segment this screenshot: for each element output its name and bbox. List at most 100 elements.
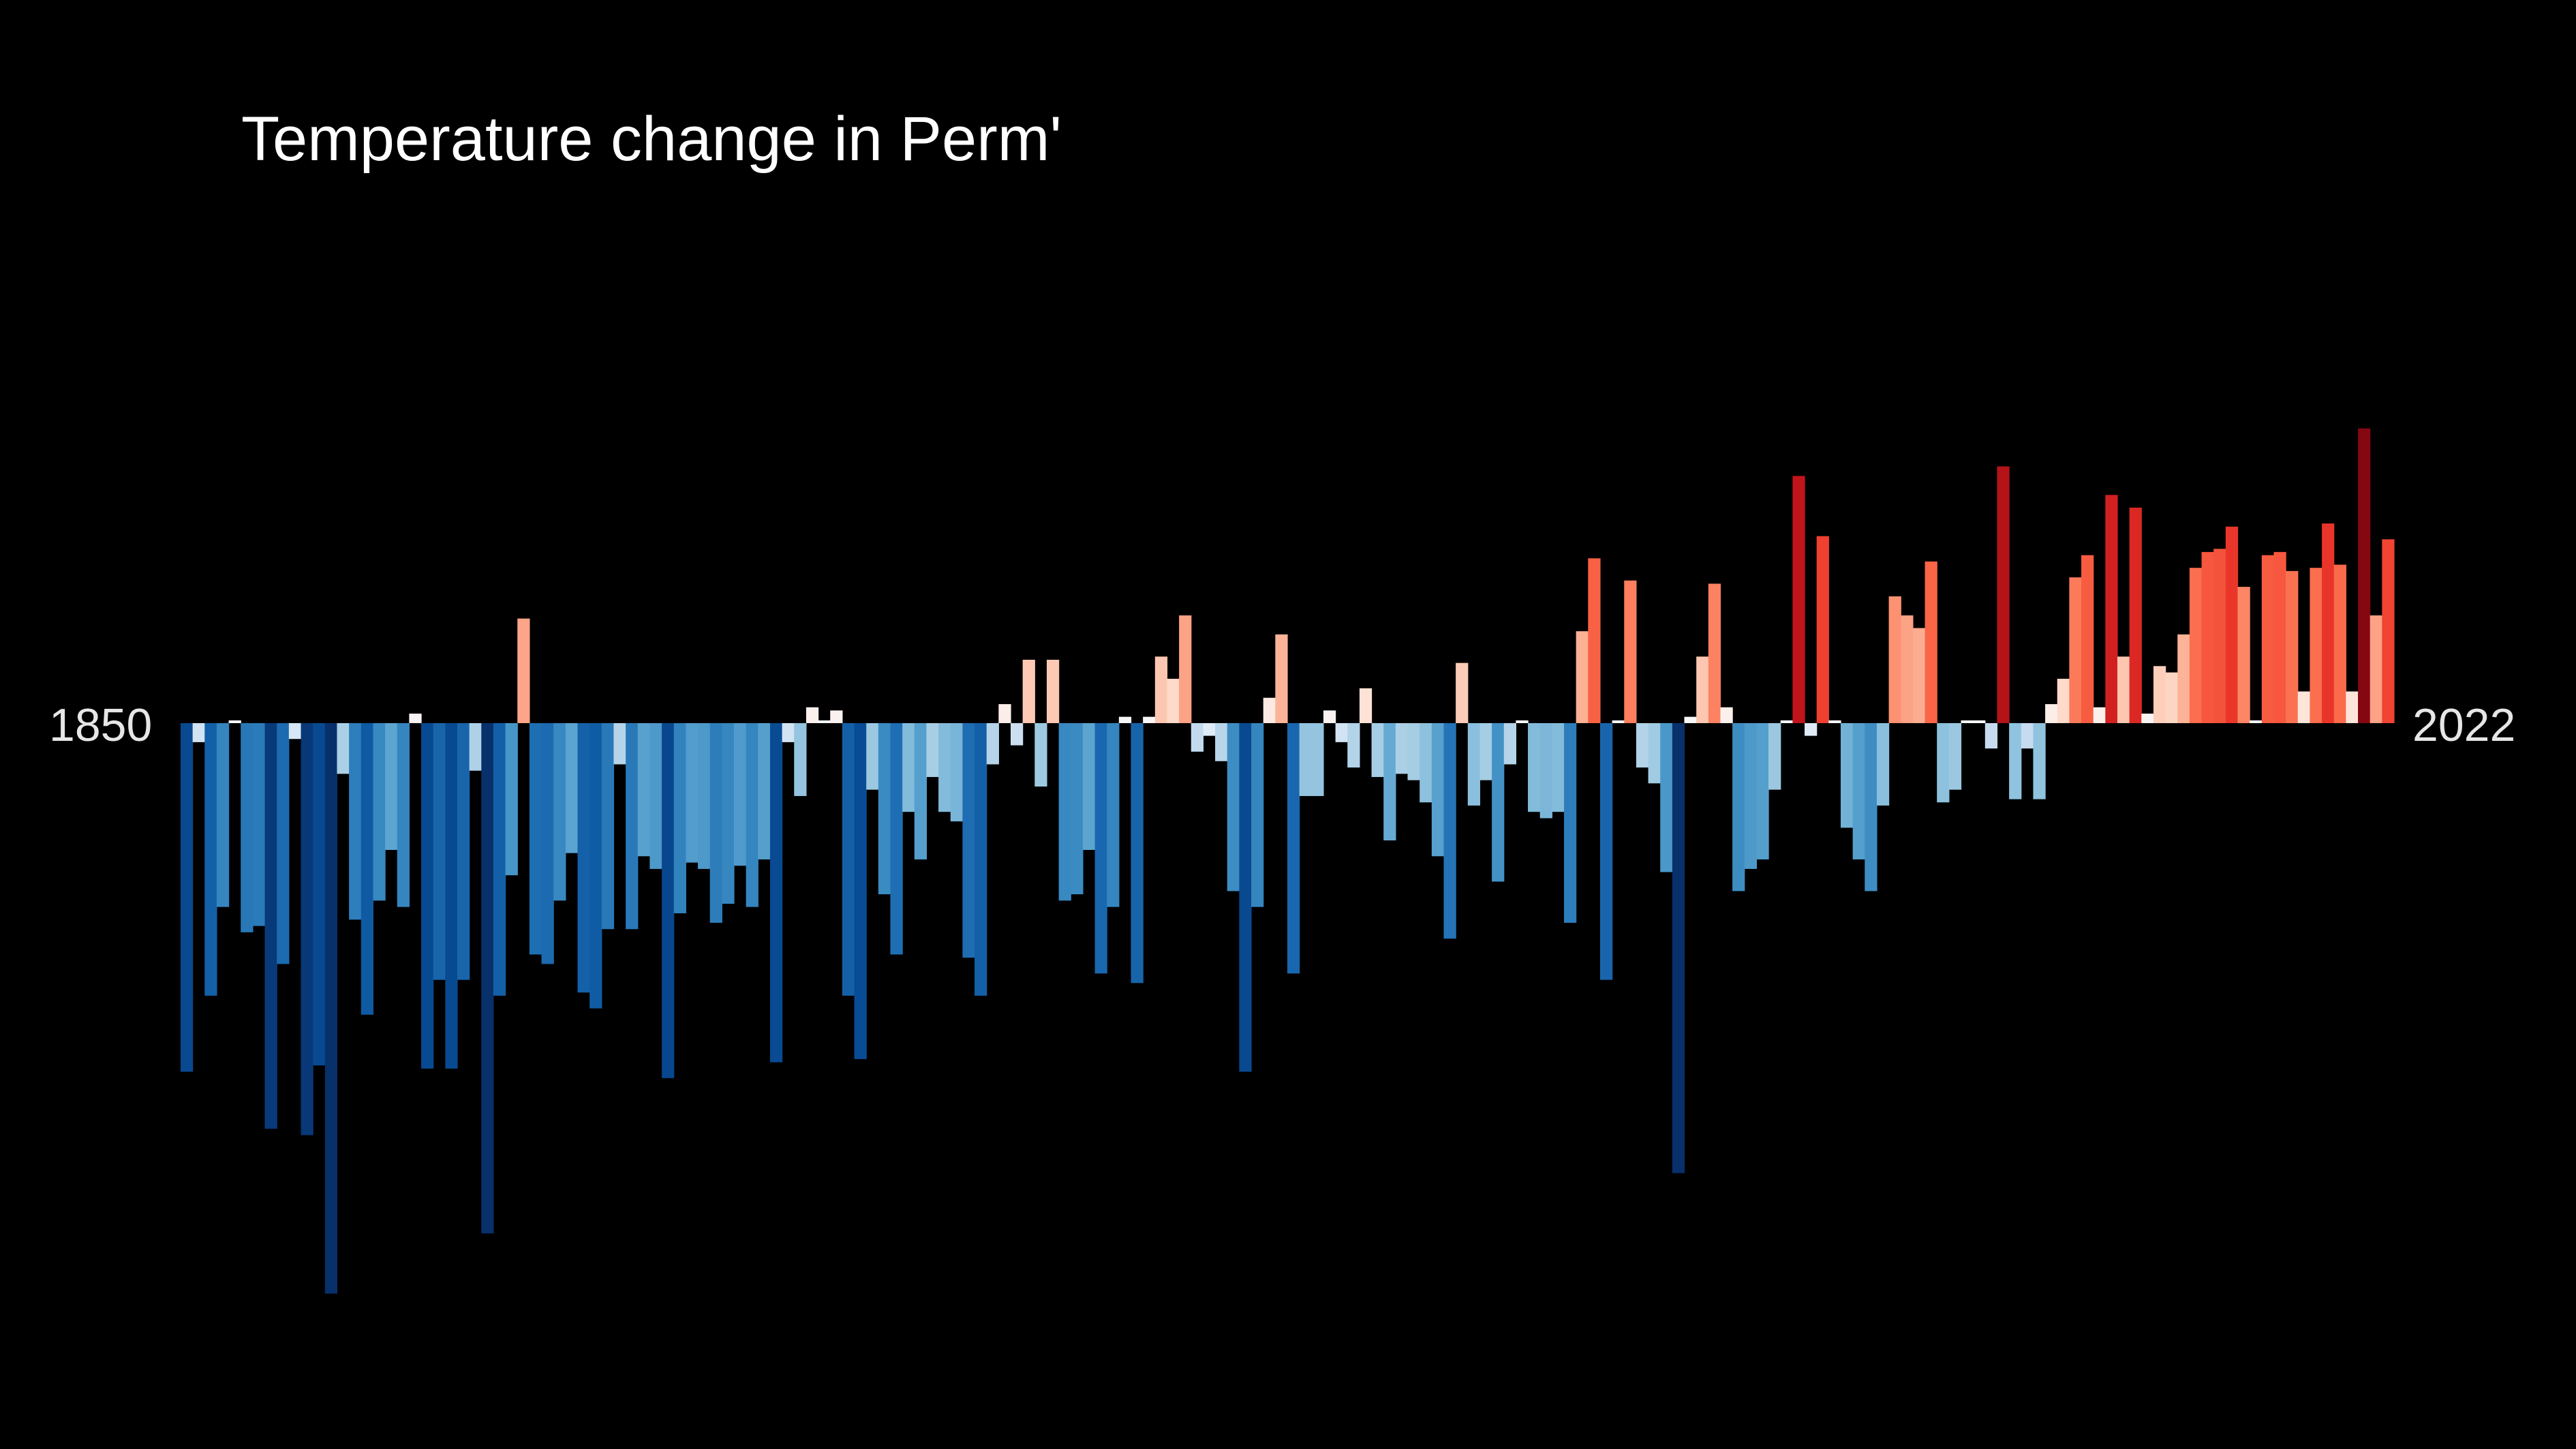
x-end-label: 2022 bbox=[2412, 699, 2516, 751]
bar-1884 bbox=[589, 723, 602, 1009]
bar-1959 bbox=[1492, 723, 1505, 882]
bar-1989 bbox=[1852, 723, 1865, 859]
bar-2026 bbox=[2297, 691, 2311, 723]
bar-1922 bbox=[1046, 660, 1060, 723]
bar-1970 bbox=[1624, 580, 1637, 723]
bar-1946 bbox=[1335, 723, 1348, 742]
bar-1991 bbox=[1876, 723, 1890, 806]
bar-1902 bbox=[806, 707, 819, 723]
bar-1866 bbox=[373, 723, 386, 901]
bar-2016 bbox=[2177, 634, 2190, 723]
bar-1993 bbox=[1901, 615, 1914, 723]
bar-1955 bbox=[1443, 723, 1456, 939]
bar-2009 bbox=[2093, 707, 2106, 723]
bar-1948 bbox=[1359, 688, 1373, 723]
bar-1981 bbox=[1756, 723, 1769, 859]
bar-1885 bbox=[601, 723, 615, 930]
bar-1994 bbox=[1912, 628, 1926, 723]
bar-1874 bbox=[469, 723, 482, 771]
chart-title: Temperature change in Perm' bbox=[241, 104, 1062, 174]
bar-1999 bbox=[1973, 720, 1986, 723]
bar-1963 bbox=[1539, 723, 1552, 819]
bar-1915 bbox=[962, 723, 975, 958]
bar-1975 bbox=[1684, 716, 1697, 723]
bar-1897 bbox=[746, 723, 758, 907]
bar-1901 bbox=[794, 723, 807, 796]
bar-1891 bbox=[673, 723, 686, 913]
bar-2013 bbox=[2141, 714, 2154, 723]
bar-1987 bbox=[1828, 720, 1841, 723]
bar-1903 bbox=[818, 720, 831, 723]
bar-1953 bbox=[1420, 723, 1432, 803]
bar-1877 bbox=[505, 723, 518, 876]
bar-1852 bbox=[204, 723, 217, 996]
bar-1883 bbox=[577, 723, 590, 993]
bar-1921 bbox=[1034, 723, 1047, 787]
bar-2032 bbox=[2370, 615, 2382, 723]
bar-1937 bbox=[1227, 723, 1240, 891]
bar-1942 bbox=[1287, 723, 1300, 974]
bar-1862 bbox=[324, 723, 338, 1294]
bar-1893 bbox=[698, 723, 711, 869]
bar-1947 bbox=[1347, 723, 1360, 768]
bar-1983 bbox=[1780, 720, 1793, 723]
bar-1957 bbox=[1467, 723, 1481, 806]
bar-1895 bbox=[722, 723, 735, 904]
bar-1916 bbox=[975, 723, 987, 996]
bar-1949 bbox=[1371, 723, 1384, 778]
bar-1851 bbox=[192, 723, 205, 742]
bar-1871 bbox=[433, 723, 446, 980]
bar-1965 bbox=[1564, 723, 1577, 923]
bar-1964 bbox=[1552, 723, 1565, 812]
bar-1892 bbox=[686, 723, 699, 863]
bar-2031 bbox=[2358, 428, 2371, 723]
bar-1944 bbox=[1311, 723, 1324, 796]
bar-2015 bbox=[2165, 672, 2178, 723]
bar-1977 bbox=[1708, 583, 1721, 723]
bar-1857 bbox=[264, 723, 277, 1129]
bar-2006 bbox=[2057, 678, 2070, 723]
bar-1974 bbox=[1672, 723, 1685, 1174]
bar-2008 bbox=[2081, 555, 2094, 723]
bar-2000 bbox=[1984, 723, 1998, 749]
bar-1913 bbox=[938, 723, 951, 812]
bar-1961 bbox=[1516, 720, 1529, 723]
bar-1919 bbox=[1011, 723, 1024, 746]
bar-2027 bbox=[2310, 568, 2322, 723]
bar-1995 bbox=[1925, 561, 1937, 723]
bar-1876 bbox=[493, 723, 506, 996]
bar-1917 bbox=[986, 723, 999, 765]
bar-2028 bbox=[2322, 523, 2335, 723]
bar-2001 bbox=[1997, 466, 2010, 723]
bar-1925 bbox=[1082, 723, 1096, 850]
bar-1936 bbox=[1215, 723, 1228, 761]
bar-1992 bbox=[1888, 596, 1901, 723]
bar-1997 bbox=[1948, 723, 1962, 790]
bar-1894 bbox=[709, 723, 722, 923]
bar-1887 bbox=[626, 723, 639, 930]
bar-1935 bbox=[1203, 723, 1216, 736]
bar-2023 bbox=[2261, 555, 2275, 723]
bar-1853 bbox=[216, 723, 230, 907]
bar-1941 bbox=[1275, 634, 1288, 723]
bar-1880 bbox=[541, 723, 554, 964]
bar-1939 bbox=[1251, 723, 1264, 907]
bar-1930 bbox=[1143, 716, 1156, 723]
bar-1860 bbox=[301, 723, 313, 1135]
bar-1850 bbox=[181, 723, 194, 1072]
bar-1966 bbox=[1576, 631, 1589, 723]
bar-2005 bbox=[2045, 704, 2058, 723]
bar-1924 bbox=[1071, 723, 1084, 895]
bar-2018 bbox=[2201, 551, 2214, 723]
bar-1976 bbox=[1696, 656, 1709, 723]
bar-2010 bbox=[2105, 495, 2118, 723]
bar-1854 bbox=[228, 720, 241, 723]
bar-1912 bbox=[926, 723, 939, 778]
bar-1973 bbox=[1660, 723, 1673, 872]
bar-1908 bbox=[878, 723, 891, 895]
bar-1931 bbox=[1154, 656, 1168, 723]
bar-2033 bbox=[2382, 539, 2395, 723]
bar-1928 bbox=[1118, 716, 1132, 723]
bar-2002 bbox=[2009, 723, 2022, 799]
